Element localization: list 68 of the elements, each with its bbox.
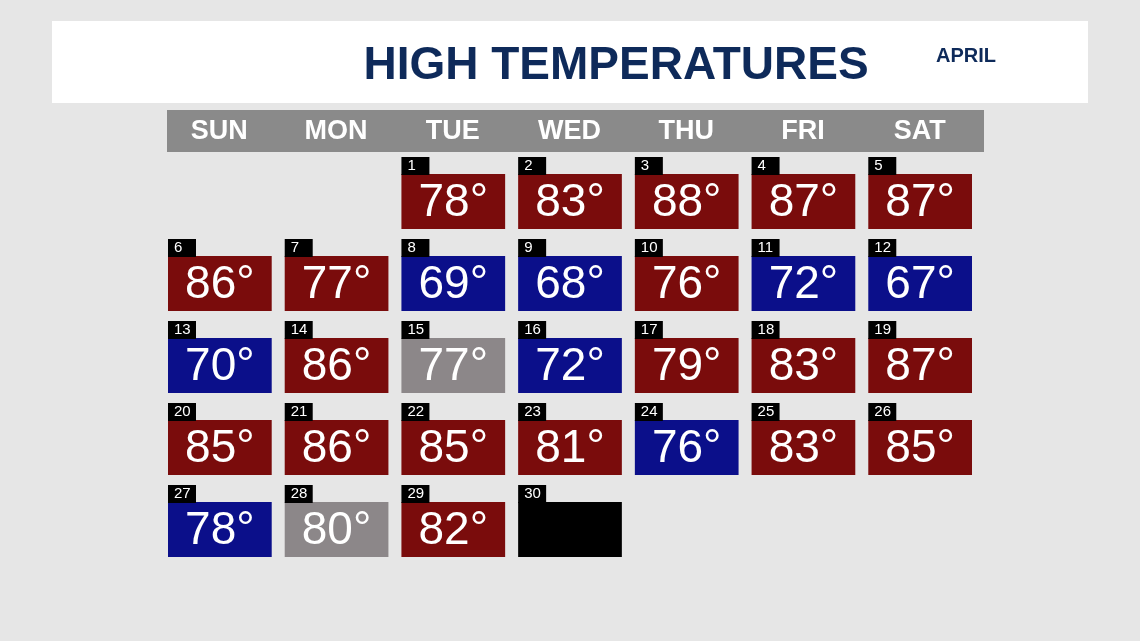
x-tick-label: TUE <box>425 115 480 146</box>
annotation: 13 <box>174 320 191 338</box>
annotation: 26 <box>874 402 891 420</box>
data-label: 68° <box>535 256 605 309</box>
data-label: 78° <box>185 502 255 555</box>
data-label: 76° <box>651 256 722 309</box>
annotation: 30 <box>524 484 541 502</box>
data-label: 69° <box>418 256 489 309</box>
text: 5 <box>874 156 883 174</box>
data-label: 77° <box>301 256 372 309</box>
data-label: 76° <box>651 420 722 473</box>
text: 1 <box>407 156 416 174</box>
chart-subtitle: APRIL <box>936 43 996 66</box>
chart-title: HIGH TEMPERATURES <box>363 36 869 89</box>
annotation: 18 <box>757 320 775 338</box>
text: 3 <box>640 156 650 174</box>
annotation: 21 <box>290 402 308 420</box>
data-label: 86° <box>301 420 372 473</box>
annotation: 11 <box>757 238 774 256</box>
x-tick-label: SAT <box>893 115 947 146</box>
data-label: 72° <box>768 256 839 309</box>
annotation: 7 <box>290 238 300 256</box>
data-label: 87° <box>768 174 839 227</box>
annotation: 17 <box>640 320 658 338</box>
data-label: 86° <box>185 256 255 309</box>
data-label: 78° <box>418 174 489 227</box>
annotation: 12 <box>874 238 891 256</box>
data-label: 85° <box>885 420 955 473</box>
data-label: 72° <box>535 338 605 391</box>
data-label: 83° <box>768 420 839 473</box>
data-label: 81° <box>535 420 605 473</box>
annotation: 29 <box>407 484 425 502</box>
data-label: 70° <box>185 338 255 391</box>
annotation: 16 <box>524 320 541 338</box>
annotation: 19 <box>874 320 891 338</box>
data-label: 87° <box>885 174 955 227</box>
data-label: 67° <box>885 256 955 309</box>
data-label: 85° <box>185 420 255 473</box>
data-label: 82° <box>418 502 489 555</box>
x-tick-label: SUN <box>190 115 248 146</box>
data-label: 80° <box>301 502 372 555</box>
data-label: 86° <box>301 338 372 391</box>
data-label: 87° <box>885 338 955 391</box>
annotation: 20 <box>174 402 191 420</box>
annotation: 9 <box>524 238 533 256</box>
data-label: 83° <box>768 338 839 391</box>
data-label: 79° <box>651 338 722 391</box>
annotation: 8 <box>407 238 416 256</box>
annotation: 14 <box>290 320 308 338</box>
annotation: 25 <box>757 402 775 420</box>
text: 2 <box>524 156 533 174</box>
x-tick-label: THU <box>658 115 714 146</box>
x-tick-label: WED <box>538 115 601 146</box>
data-label: 83° <box>535 174 605 227</box>
annotation: 28 <box>290 484 308 502</box>
data-label: 77° <box>418 338 489 391</box>
annotation: 22 <box>407 402 425 420</box>
annotation: 15 <box>407 320 425 338</box>
annotation: 27 <box>174 484 191 502</box>
text: 4 <box>757 156 766 174</box>
data-label: 88° <box>651 174 722 227</box>
annotation: 10 <box>640 238 658 256</box>
x-tick-label: MON <box>304 115 368 146</box>
annotation: 6 <box>174 238 183 256</box>
data-label: 85° <box>418 420 489 473</box>
annotation: 23 <box>524 402 541 420</box>
x-tick-label: FRI <box>781 115 825 146</box>
annotation: 24 <box>640 402 658 420</box>
